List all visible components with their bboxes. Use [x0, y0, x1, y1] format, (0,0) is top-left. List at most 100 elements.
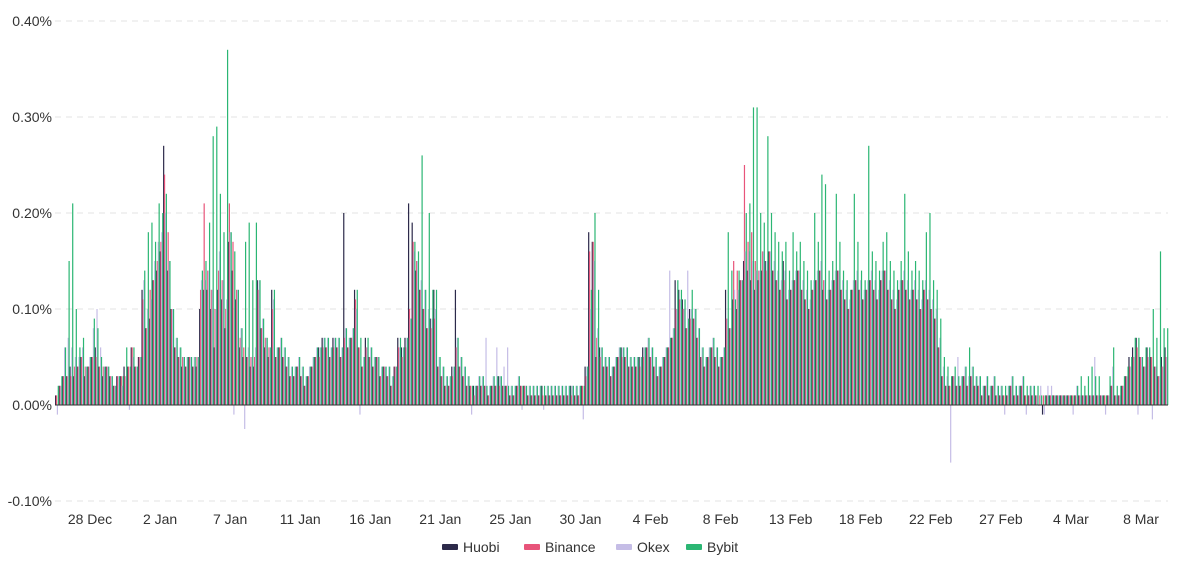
bar-bybit[interactable] [90, 357, 92, 405]
bar-okex[interactable] [953, 376, 955, 405]
bar-bybit[interactable] [450, 376, 452, 405]
bar-bybit[interactable] [752, 107, 755, 406]
bar-okex[interactable] [802, 280, 804, 405]
bar-bybit[interactable] [230, 232, 232, 405]
bar-binance[interactable] [1078, 395, 1081, 405]
bar-bybit[interactable] [1163, 328, 1165, 405]
bar-okex[interactable] [262, 318, 264, 405]
bar-binance[interactable] [628, 366, 630, 405]
bar-bybit[interactable] [1066, 395, 1068, 405]
bar-binance[interactable] [455, 347, 457, 405]
bar-huobi[interactable] [209, 309, 212, 405]
bar-binance[interactable] [430, 328, 432, 405]
bar-binance[interactable] [149, 289, 151, 405]
bar-okex[interactable] [341, 347, 343, 405]
bar-binance[interactable] [646, 347, 648, 405]
bar-binance[interactable] [55, 395, 58, 405]
bar-binance[interactable] [181, 357, 184, 405]
bar-huobi[interactable] [1160, 357, 1162, 405]
bar-okex[interactable] [312, 357, 314, 405]
bar-binance[interactable] [808, 309, 810, 405]
bar-huobi[interactable] [1005, 395, 1008, 405]
bar-bybit[interactable] [183, 357, 185, 405]
bar-huobi[interactable] [681, 299, 683, 405]
bar-bybit[interactable] [64, 347, 67, 405]
bar-binance[interactable] [246, 357, 248, 405]
bar-huobi[interactable] [440, 376, 442, 405]
bar-binance[interactable] [614, 366, 616, 405]
bar-binance[interactable] [898, 289, 900, 405]
bar-okex[interactable] [56, 405, 58, 415]
bar-huobi[interactable] [735, 309, 737, 405]
bar-binance[interactable] [1046, 395, 1048, 405]
bar-bybit[interactable] [987, 376, 989, 405]
bar-okex[interactable] [1065, 395, 1067, 405]
bar-huobi[interactable] [454, 289, 457, 405]
bar-huobi[interactable] [184, 366, 186, 405]
bar-okex[interactable] [687, 270, 689, 405]
bar-okex[interactable] [186, 357, 188, 405]
bar-huobi[interactable] [199, 309, 201, 405]
bar-bybit[interactable] [626, 347, 629, 405]
bar-huobi[interactable] [742, 261, 745, 405]
bar-huobi[interactable] [1002, 395, 1004, 405]
bar-okex[interactable] [305, 376, 307, 405]
bar-binance[interactable] [855, 280, 857, 405]
bar-okex[interactable] [777, 270, 779, 405]
bar-okex[interactable] [1079, 395, 1081, 405]
bar-bybit[interactable] [911, 270, 913, 405]
bar-binance[interactable] [207, 270, 209, 405]
bar-bybit[interactable] [950, 376, 953, 405]
bar-okex[interactable] [856, 270, 858, 405]
bar-bybit[interactable] [122, 376, 124, 405]
bar-bybit[interactable] [136, 366, 139, 405]
bar-binance[interactable] [351, 337, 353, 405]
bar-okex[interactable] [669, 270, 671, 405]
bar-huobi[interactable] [811, 289, 813, 405]
bar-okex[interactable] [791, 280, 793, 405]
bar-huobi[interactable] [685, 328, 687, 405]
bar-okex[interactable] [618, 347, 620, 405]
bar-huobi[interactable] [699, 357, 701, 405]
bar-binance[interactable] [109, 376, 112, 405]
bar-binance[interactable] [797, 270, 800, 405]
bar-binance[interactable] [772, 270, 774, 405]
bar-bybit[interactable] [223, 232, 225, 405]
bar-okex[interactable] [337, 337, 339, 405]
bar-huobi[interactable] [472, 385, 475, 405]
bar-okex[interactable] [636, 357, 638, 405]
bar-binance[interactable] [120, 376, 122, 405]
bar-bybit[interactable] [558, 385, 560, 405]
bar-binance[interactable] [790, 289, 792, 405]
bar-okex[interactable] [157, 241, 159, 405]
bar-okex[interactable] [874, 280, 876, 405]
bar-binance[interactable] [603, 366, 605, 405]
bar-binance[interactable] [967, 385, 969, 405]
bar-binance[interactable] [1071, 395, 1073, 405]
bar-bybit[interactable] [792, 232, 794, 405]
bar-bybit[interactable] [749, 203, 751, 405]
bar-huobi[interactable] [609, 376, 611, 405]
bar-okex[interactable] [838, 270, 840, 405]
bar-bybit[interactable] [72, 203, 74, 405]
bar-bybit[interactable] [850, 289, 852, 405]
bar-bybit[interactable] [396, 366, 398, 405]
bar-okex[interactable] [672, 328, 674, 405]
bar-huobi[interactable] [595, 357, 597, 405]
bar-bybit[interactable] [803, 261, 805, 405]
bar-bybit[interactable] [997, 385, 1000, 405]
bar-huobi[interactable] [789, 289, 791, 405]
bar-huobi[interactable] [739, 280, 741, 405]
bar-okex[interactable] [640, 357, 642, 405]
bar-okex[interactable] [845, 289, 847, 405]
bar-huobi[interactable] [1085, 395, 1087, 405]
bar-binance[interactable] [985, 385, 987, 405]
bar-bybit[interactable] [785, 241, 787, 405]
bar-binance[interactable] [390, 385, 393, 405]
bar-huobi[interactable] [411, 222, 413, 405]
bar-binance[interactable] [1136, 347, 1138, 405]
bar-huobi[interactable] [775, 280, 777, 405]
bar-huobi[interactable] [224, 328, 226, 405]
bar-huobi[interactable] [757, 280, 759, 405]
bar-huobi[interactable] [289, 376, 291, 405]
